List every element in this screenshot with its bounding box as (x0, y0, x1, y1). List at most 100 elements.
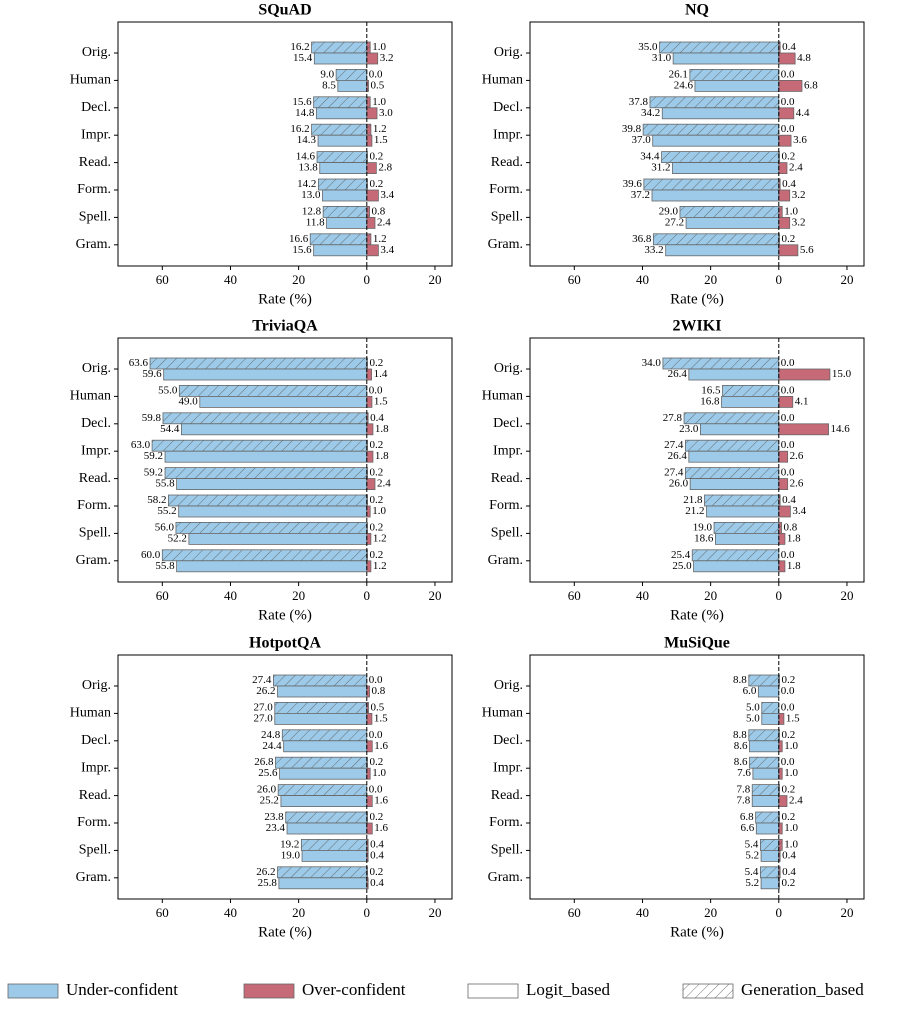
value-label: 34.4 (640, 151, 660, 163)
bar-hatch (168, 495, 367, 506)
bar-hatch (311, 124, 367, 136)
value-label: 1.0 (372, 96, 386, 108)
bar (313, 52, 368, 65)
bar (366, 368, 372, 381)
value-label: 0.2 (369, 549, 383, 561)
value-label: 25.6 (258, 767, 278, 779)
bar-hatch (317, 151, 367, 163)
value-label: 59.2 (144, 450, 163, 462)
value-label: 0.2 (369, 151, 383, 163)
x-tick-label: 20 (292, 588, 305, 603)
bar-hatch (323, 206, 367, 218)
value-label: 60.0 (141, 549, 161, 561)
value-label: 1.6 (374, 822, 388, 834)
value-label: 1.6 (374, 795, 388, 807)
y-tick-label: Spell. (491, 210, 523, 225)
bar-hatch (282, 729, 367, 741)
value-label: 7.6 (737, 767, 751, 779)
bar (283, 740, 368, 753)
y-tick-label: Impr. (493, 443, 523, 458)
value-label: 0.5 (371, 701, 385, 713)
y-tick-label: Human (482, 73, 523, 88)
bar (337, 80, 368, 92)
value-label: 3.2 (380, 52, 394, 64)
bar (180, 423, 368, 436)
bar (164, 450, 368, 463)
bar (652, 134, 780, 147)
y-tick-label: Read. (491, 471, 523, 486)
value-label: 5.0 (746, 701, 760, 713)
value-label: 6.6 (741, 822, 755, 834)
x-tick-label: 0 (776, 588, 783, 603)
legend-swatch (243, 983, 295, 999)
value-label: 0.2 (369, 811, 383, 823)
bar-hatch (366, 206, 370, 218)
value-label: 55.8 (155, 560, 175, 572)
bar (778, 134, 792, 147)
value-label: 0.5 (371, 79, 385, 91)
bar-hatch (752, 784, 779, 796)
x-axis-label: Rate (%) (670, 924, 724, 940)
x-tick-label: 40 (224, 588, 237, 603)
bar-hatch (366, 96, 371, 108)
legend-label: Under-confident (66, 980, 178, 999)
bar (778, 52, 796, 65)
bar-hatch (778, 522, 782, 534)
bar (188, 533, 368, 545)
value-label: 63.6 (129, 357, 149, 369)
value-label: 3.4 (380, 189, 394, 201)
y-tick-label: Decl. (493, 733, 523, 748)
bar (778, 107, 795, 120)
x-tick-label: 60 (568, 905, 581, 920)
bar (313, 244, 368, 257)
y-tick-label: Impr. (493, 127, 523, 142)
bar (661, 107, 780, 120)
x-tick-label: 0 (364, 272, 371, 287)
x-tick-label: 60 (156, 272, 169, 287)
value-label: 18.6 (694, 532, 714, 544)
x-tick-label: 20 (428, 905, 441, 920)
x-tick-label: 60 (156, 588, 169, 603)
value-label: 5.4 (745, 838, 759, 850)
y-tick-label: Spell. (79, 210, 111, 225)
value-label: 59.8 (142, 412, 162, 424)
bar (651, 189, 780, 202)
value-label: 3.4 (380, 244, 394, 256)
value-label: 1.0 (372, 505, 386, 517)
value-label: 8.6 (734, 740, 748, 752)
value-label: 1.2 (373, 233, 387, 245)
value-label: 2.4 (789, 795, 803, 807)
value-label: 0.0 (369, 674, 383, 686)
y-tick-label: Form. (489, 498, 523, 513)
value-label: 27.0 (254, 701, 274, 713)
value-label: 0.2 (781, 784, 795, 796)
bar (366, 189, 379, 202)
value-label: 14.6 (831, 423, 851, 435)
y-tick-label: Human (482, 706, 523, 721)
value-label: 27.4 (252, 674, 272, 686)
value-label: 3.4 (792, 505, 806, 517)
value-label: 16.5 (701, 384, 721, 396)
y-tick-label: Form. (489, 182, 523, 197)
bar-hatch (778, 206, 783, 218)
x-tick-label: 20 (428, 272, 441, 287)
bar (778, 80, 803, 92)
bar-hatch (748, 675, 779, 686)
bar-hatch (760, 839, 779, 851)
value-label: 49.0 (179, 395, 199, 407)
value-label: 0.2 (369, 357, 383, 369)
value-label: 2.8 (378, 162, 392, 174)
value-label: 0.0 (781, 701, 795, 713)
bar (317, 134, 368, 147)
value-label: 1.4 (374, 368, 388, 380)
x-axis-label: Rate (%) (670, 291, 724, 307)
value-label: 0.4 (370, 838, 384, 850)
value-label: 14.2 (297, 178, 316, 190)
value-label: 27.8 (663, 412, 683, 424)
chart-title: MuSiQue (664, 635, 730, 652)
value-label: 21.2 (685, 505, 704, 517)
value-label: 1.0 (784, 740, 798, 752)
y-tick-label: Read. (79, 155, 111, 170)
value-label: 27.4 (664, 467, 684, 479)
